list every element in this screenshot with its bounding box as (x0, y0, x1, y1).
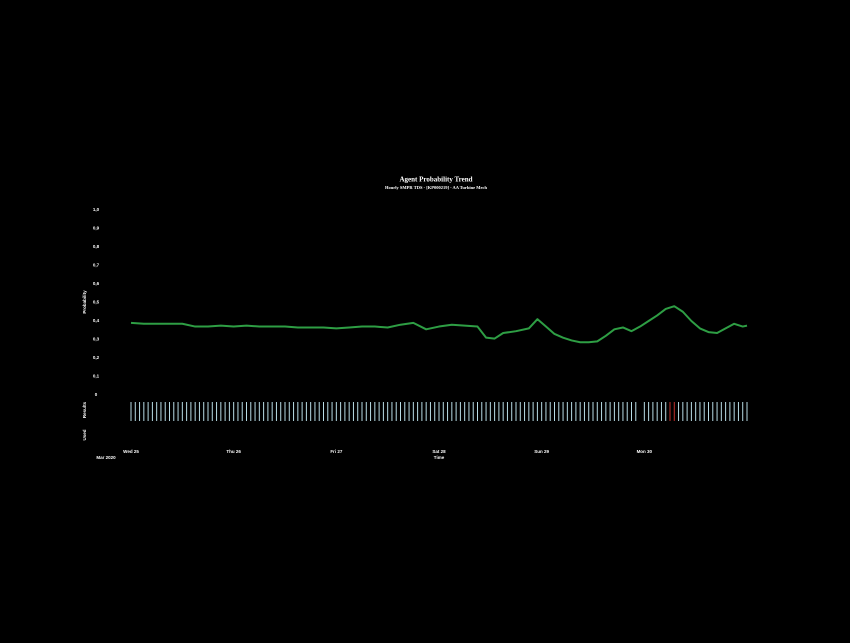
probability-line (130, 305, 748, 344)
y-tick-label: 0,1 (93, 374, 100, 379)
x-tick-label: Sat 28 (432, 449, 446, 454)
x-tick-label: Fri 27 (330, 449, 343, 454)
y-tick-label: 0,5 (93, 300, 100, 305)
y-tick-label: 0 (95, 392, 98, 397)
x-tick-label: Thu 26 (226, 449, 241, 454)
chart-title: Agent Probability Trend (400, 176, 473, 184)
x-tick-label: Sun 29 (534, 449, 549, 454)
y-tick-label: 0,2 (93, 355, 100, 360)
y-tick-label: 0,8 (93, 244, 100, 249)
chart-subtitle: Hourly SMPR TDS - [KP000219] - AA Turbin… (385, 185, 487, 190)
y-tick-label: 0,6 (93, 281, 100, 286)
y-tick-label: 0,3 (93, 337, 100, 342)
y-tick-label: 0,7 (93, 263, 100, 268)
x-axis-label: Time (434, 455, 445, 460)
row-label: Used (82, 429, 87, 440)
y-tick-label: 0,9 (93, 226, 100, 231)
x-sublabel: Mar 2020 (96, 455, 116, 460)
row-label: Results (82, 401, 87, 418)
y-axis-label: Probability (82, 290, 87, 314)
y-tick-label: 0,4 (93, 318, 100, 323)
x-tick-label: Mon 30 (637, 449, 653, 454)
x-tick-label: Wed 25 (123, 449, 139, 454)
y-tick-label: 1,0 (93, 207, 100, 212)
